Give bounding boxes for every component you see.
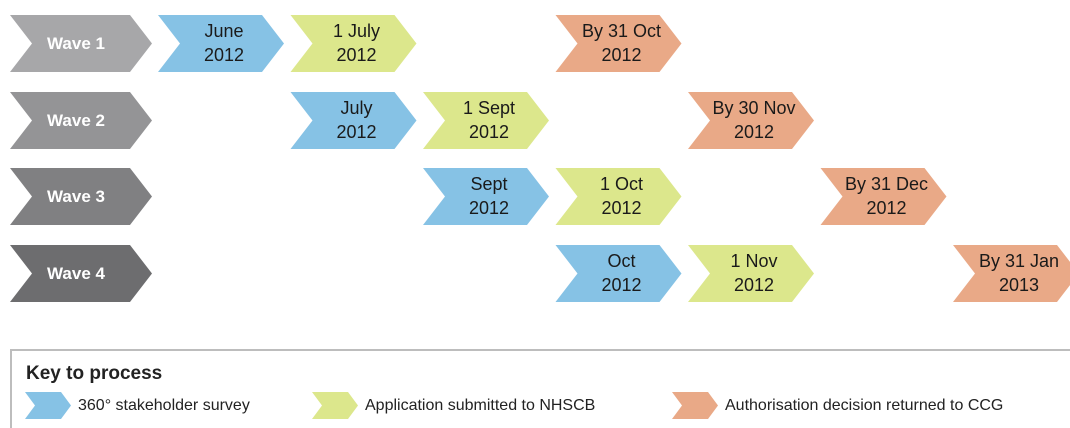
key-text: 360° stakeholder survey bbox=[78, 397, 250, 414]
application-text: 1 Oct bbox=[600, 174, 643, 194]
survey-text: 2012 bbox=[336, 122, 376, 142]
application-text: 1 July bbox=[333, 21, 380, 41]
application-text: 1 Sept bbox=[463, 98, 515, 118]
survey-chevron bbox=[423, 168, 549, 225]
application-text: 2012 bbox=[734, 275, 774, 295]
key-title: Key to process bbox=[26, 363, 162, 384]
survey-text: 2012 bbox=[204, 45, 244, 65]
wave-chevron bbox=[10, 92, 152, 149]
wave-label: Wave 4 bbox=[47, 264, 106, 283]
decision-text: By 31 Dec bbox=[845, 174, 928, 194]
decision-chevron bbox=[820, 168, 947, 225]
application-chevron bbox=[290, 15, 417, 72]
key-chevron bbox=[312, 392, 358, 419]
decision-text: 2012 bbox=[601, 45, 641, 65]
application-text: 1 Nov bbox=[730, 251, 777, 271]
survey-text: 2012 bbox=[601, 275, 641, 295]
decision-text: By 31 Oct bbox=[582, 21, 661, 41]
key-text: Application submitted to NHSCB bbox=[365, 397, 595, 414]
survey-chevron bbox=[290, 92, 417, 149]
decision-chevron bbox=[688, 92, 814, 149]
wave-chevron bbox=[10, 15, 152, 72]
decision-chevron bbox=[555, 15, 682, 72]
wave-label: Wave 2 bbox=[47, 111, 105, 130]
survey-text: Sept bbox=[470, 174, 507, 194]
wave-label: Wave 3 bbox=[47, 187, 105, 206]
survey-text: July bbox=[340, 98, 372, 118]
application-text: 2012 bbox=[336, 45, 376, 65]
survey-text: Oct bbox=[607, 251, 635, 271]
wave-label: Wave 1 bbox=[47, 34, 105, 53]
decision-text: By 30 Nov bbox=[712, 98, 795, 118]
decision-text: 2012 bbox=[866, 198, 906, 218]
decision-text: By 31 Jan bbox=[979, 251, 1059, 271]
key-chevron bbox=[25, 392, 71, 419]
wave-chevron bbox=[10, 245, 152, 302]
decision-text: 2013 bbox=[999, 275, 1039, 295]
survey-chevron bbox=[555, 245, 682, 302]
application-chevron bbox=[688, 245, 814, 302]
survey-chevron bbox=[158, 15, 284, 72]
key-chevron bbox=[672, 392, 718, 419]
wave-chevron bbox=[10, 168, 152, 225]
application-chevron bbox=[423, 92, 549, 149]
survey-text: 2012 bbox=[469, 198, 509, 218]
application-text: 2012 bbox=[601, 198, 641, 218]
decision-text: 2012 bbox=[734, 122, 774, 142]
survey-text: June bbox=[204, 21, 243, 41]
decision-chevron bbox=[953, 245, 1070, 302]
application-text: 2012 bbox=[469, 122, 509, 142]
application-chevron bbox=[555, 168, 682, 225]
key-text: Authorisation decision returned to CCG bbox=[725, 397, 1003, 414]
